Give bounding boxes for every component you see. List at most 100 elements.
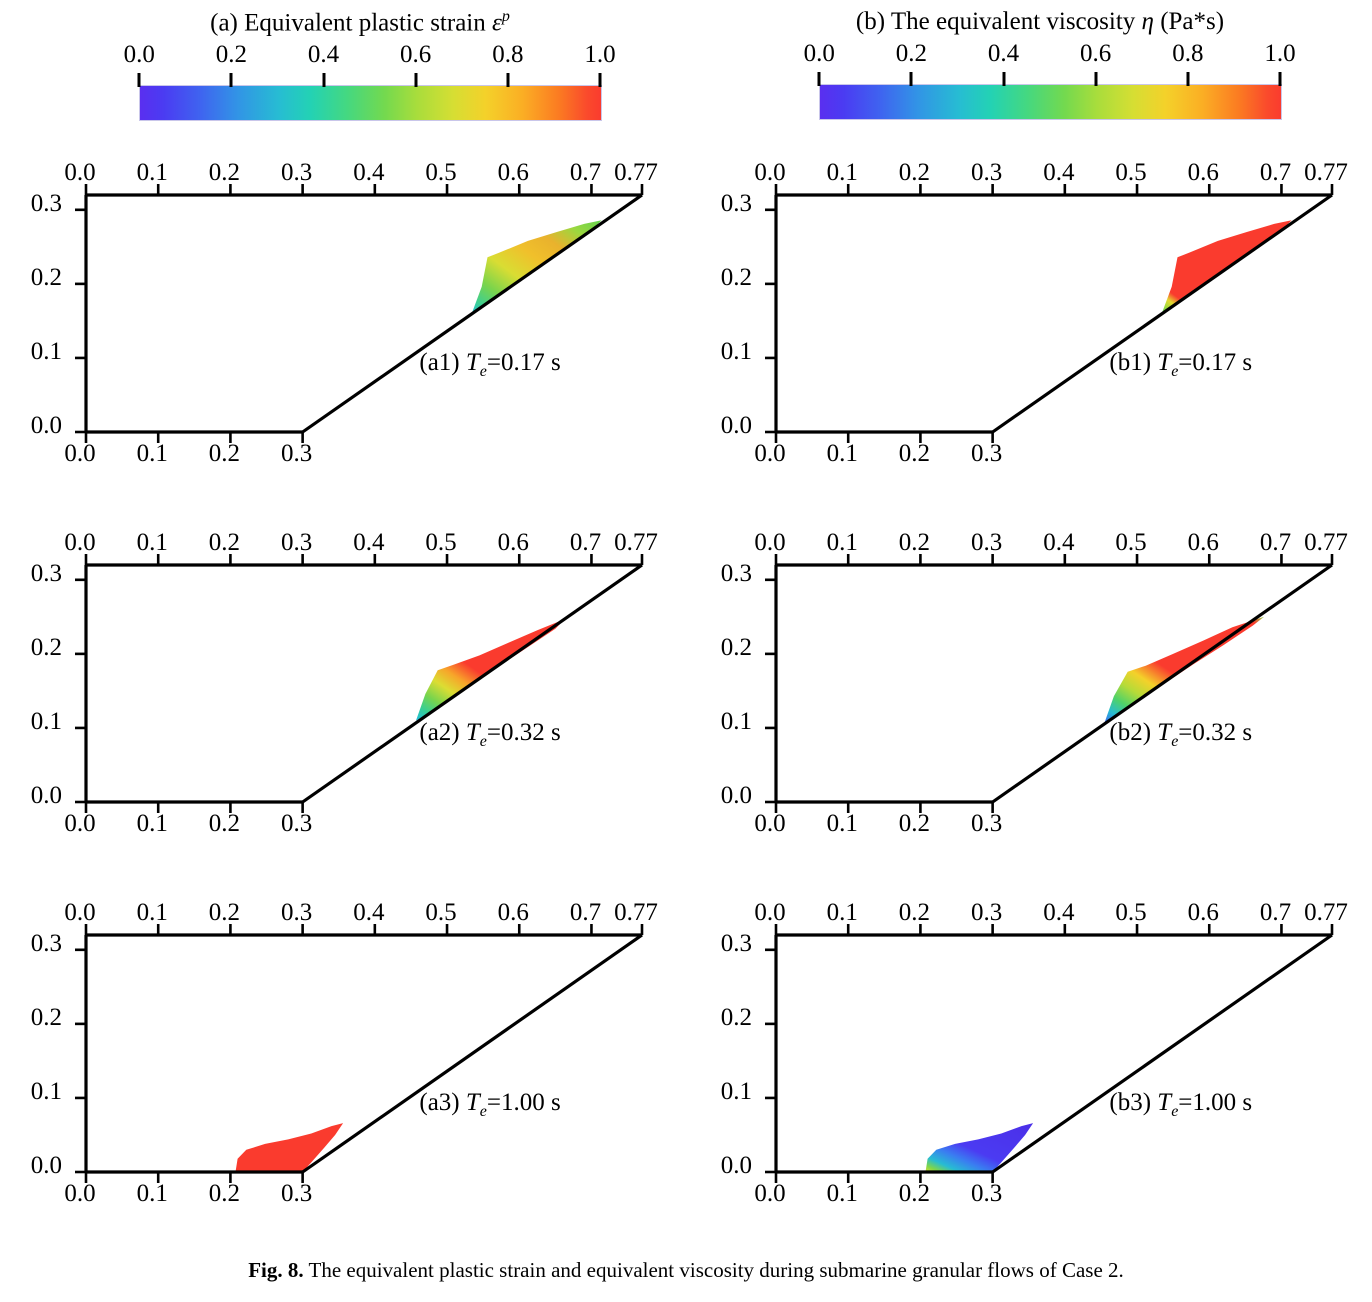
top-axis-tick-label: 0.3 (970, 529, 1003, 556)
top-axis-tick-label: 0.3 (970, 899, 1003, 926)
colorbar-a-tickmarks (120, 73, 602, 88)
plot-area-b1: 0.0 0.1 0.2 0.3 (b1) Te=0.17 s (721, 184, 1334, 443)
top-axis-tick-label: 0.3 (280, 899, 313, 926)
left-axis-tick-label: 0.0 (30, 412, 62, 439)
panel-label-value: =0.17 s (486, 348, 561, 376)
top-axis-tick-label: 0.0 (64, 899, 96, 926)
bottom-axis-tick-label: 0.2 (208, 440, 241, 467)
left-axis-labels-a1: 0.0 0.1 0.2 0.3 (31, 189, 636, 439)
top-axis-tick-label: 0.6 (497, 899, 529, 926)
panel-label-subscript: e (479, 732, 487, 750)
bottom-axis-tick-label: 0.0 (754, 440, 786, 467)
left-axis-tick-label: 0.3 (30, 929, 62, 957)
colorbar-a-title-text: Equivalent plastic strain (244, 9, 486, 37)
panel-label-value: =0.32 s (486, 718, 561, 746)
bottom-axis-tick-label: 0.0 (64, 1180, 96, 1207)
panel-label-value: =0.32 s (1178, 718, 1253, 746)
colorbar-a-tickmark (506, 73, 510, 88)
top-axis-tick-label: 0.1 (136, 529, 168, 556)
left-axis-tick-label: 0.1 (720, 1077, 752, 1105)
top-axis-tick-label: 0.5 (1115, 899, 1147, 926)
left-axis-tick-label: 0.2 (30, 263, 62, 291)
colorbar-b-gradient (819, 84, 1282, 120)
top-axis-tick-label: 0.0 (754, 899, 786, 926)
colorbar-b-ticklabels: 0.0 0.2 0.4 0.6 0.8 1.0 (800, 40, 1296, 70)
top-axis-tick-label: 0.77 (1304, 899, 1348, 926)
top-axis-tick-label: 0.7 (569, 529, 602, 556)
top-axis-tick-label: 0.5 (425, 529, 457, 556)
top-axis-tick-label: 0.4 (1043, 529, 1075, 556)
colorbar-a-letter: (a) (210, 9, 238, 37)
panel-label-b2: (b2) Te=0.32 s (1109, 719, 1252, 751)
bottom-axis-tick-label: 0.0 (64, 810, 96, 837)
panel-label-value: =1.00 s (486, 1088, 561, 1116)
panel-label-a1: (a1) Te=0.17 s (419, 349, 560, 381)
inclined-slope-edge (991, 563, 1333, 804)
left-axis-labels-a2: 0.0 0.1 0.2 0.3 (31, 559, 636, 809)
panel-label-subscript: e (1171, 362, 1179, 380)
top-axis-tick-label: 0.6 (497, 529, 529, 556)
colorbar-b-letter: (b) (855, 8, 886, 35)
colorbar-a-tick-label: 0.6 (400, 41, 432, 69)
bottom-axis-tick-label: 0.1 (136, 810, 168, 837)
inclined-slope-edge (301, 933, 643, 1174)
top-axis-tick-label: 0.4 (353, 529, 385, 556)
inclined-slope-edge (991, 193, 1333, 434)
top-axis-tick-label: 0.7 (1259, 899, 1292, 926)
top-axis-tick-label: 0.4 (1043, 899, 1075, 926)
bottom-axis-tick-label: 0.1 (136, 1180, 168, 1207)
plot-panel-b3: 0.0 0.1 0.2 0.3 0.4 0.5 0.6 0.7 0.77 0.0 0.1 0.2 0.3… (690, 899, 1372, 1210)
left-axis-tick-label: 0.1 (30, 707, 62, 735)
left-axis-tick-label: 0.0 (30, 1152, 62, 1179)
panel-label-subscript: e (479, 362, 487, 380)
colorbar-b-title-text: The equivalent viscosity (890, 8, 1136, 35)
plot-area-a1: 0.0 0.1 0.2 0.3 (a1) Te=0.17 s (31, 184, 644, 443)
left-axis-tick-label: 0.3 (720, 929, 752, 957)
panel-label-prefix: (b1) (1109, 348, 1158, 376)
panel-label-a2: (a2) Te=0.32 s (419, 719, 560, 751)
panel-label-b3: (b3) Te=1.00 s (1109, 1089, 1252, 1121)
top-axis-labels-b3: 0.0 0.1 0.2 0.3 0.4 0.5 0.6 0.7 0.77 (690, 899, 1372, 929)
bottom-axis-labels-a2: 0.0 0.1 0.2 0.3 (0, 810, 716, 840)
panel-label-prefix: (a2) (419, 718, 466, 746)
top-axis-tick-label: 0.0 (64, 529, 96, 556)
colorbar-b-tickmark (1094, 72, 1098, 86)
panel-label-subscript: e (1171, 1102, 1179, 1120)
top-axis-tick-label: 0.5 (425, 159, 457, 186)
left-axis-tick-label: 0.2 (720, 263, 752, 291)
left-axis-tick-label: 0.0 (720, 1152, 752, 1179)
top-axis-labels-a2: 0.0 0.1 0.2 0.3 0.4 0.5 0.6 0.7 0.77 (0, 529, 716, 559)
top-axis-tick-label: 0.77 (614, 529, 658, 556)
colorbar-a-tickmark (414, 73, 418, 88)
top-axis-tick-label: 0.77 (1304, 529, 1348, 556)
colorbar-a-tick-label: 1.0 (584, 41, 616, 69)
panel-label-b1: (b1) Te=0.17 s (1109, 349, 1252, 381)
inclined-slope-edge (991, 933, 1333, 1174)
left-axis-labels-b2: 0.0 0.1 0.2 0.3 (721, 559, 1326, 809)
colorbar-b-tick-label: 0.6 (1080, 40, 1112, 67)
top-axis-tick-label: 0.77 (1304, 159, 1348, 186)
panel-label-symbol: T (465, 718, 480, 746)
bottom-axis-tick-label: 0.3 (970, 810, 1003, 837)
top-axis-tick-label: 0.7 (569, 899, 602, 926)
colorbar-a-gradient (139, 85, 602, 122)
plot-panel-a3: 0.0 0.1 0.2 0.3 0.4 0.5 0.6 0.7 0.77 0.0 0.1 0.2 0.3… (0, 899, 716, 1210)
bottom-axis-labels-b1: 0.0 0.1 0.2 0.3 (690, 440, 1372, 470)
colorbar-a-tick-label: 0.2 (215, 41, 247, 69)
left-axis-tick-label: 0.2 (720, 633, 752, 661)
panel-label-symbol: T (465, 348, 480, 376)
top-axis-tick-label: 0.0 (64, 159, 96, 186)
top-axis-tick-label: 0.2 (208, 899, 241, 926)
panel-label-prefix: (b2) (1109, 718, 1158, 746)
top-axis-tick-label: 0.6 (1187, 899, 1219, 926)
colorbar-b-tick-label: 0.0 (803, 40, 835, 67)
bottom-axis-tick-label: 0.1 (136, 440, 168, 467)
granular-flow-region (925, 1123, 1034, 1172)
top-axis-tick-label: 0.3 (970, 159, 1003, 186)
plot-panel-a1: 0.0 0.1 0.2 0.3 0.4 0.5 0.6 0.7 0.77 0.0 0.1 0.2 0.3… (0, 159, 716, 470)
left-axis-labels-b1: 0.0 0.1 0.2 0.3 (721, 189, 1326, 439)
colorbar-a-symbol: ε (492, 9, 502, 37)
top-axis-tick-label: 0.1 (826, 159, 858, 186)
left-axis-tick-label: 0.3 (720, 189, 752, 217)
bottom-axis-labels-b3: 0.0 0.1 0.2 0.3 (690, 1180, 1372, 1210)
